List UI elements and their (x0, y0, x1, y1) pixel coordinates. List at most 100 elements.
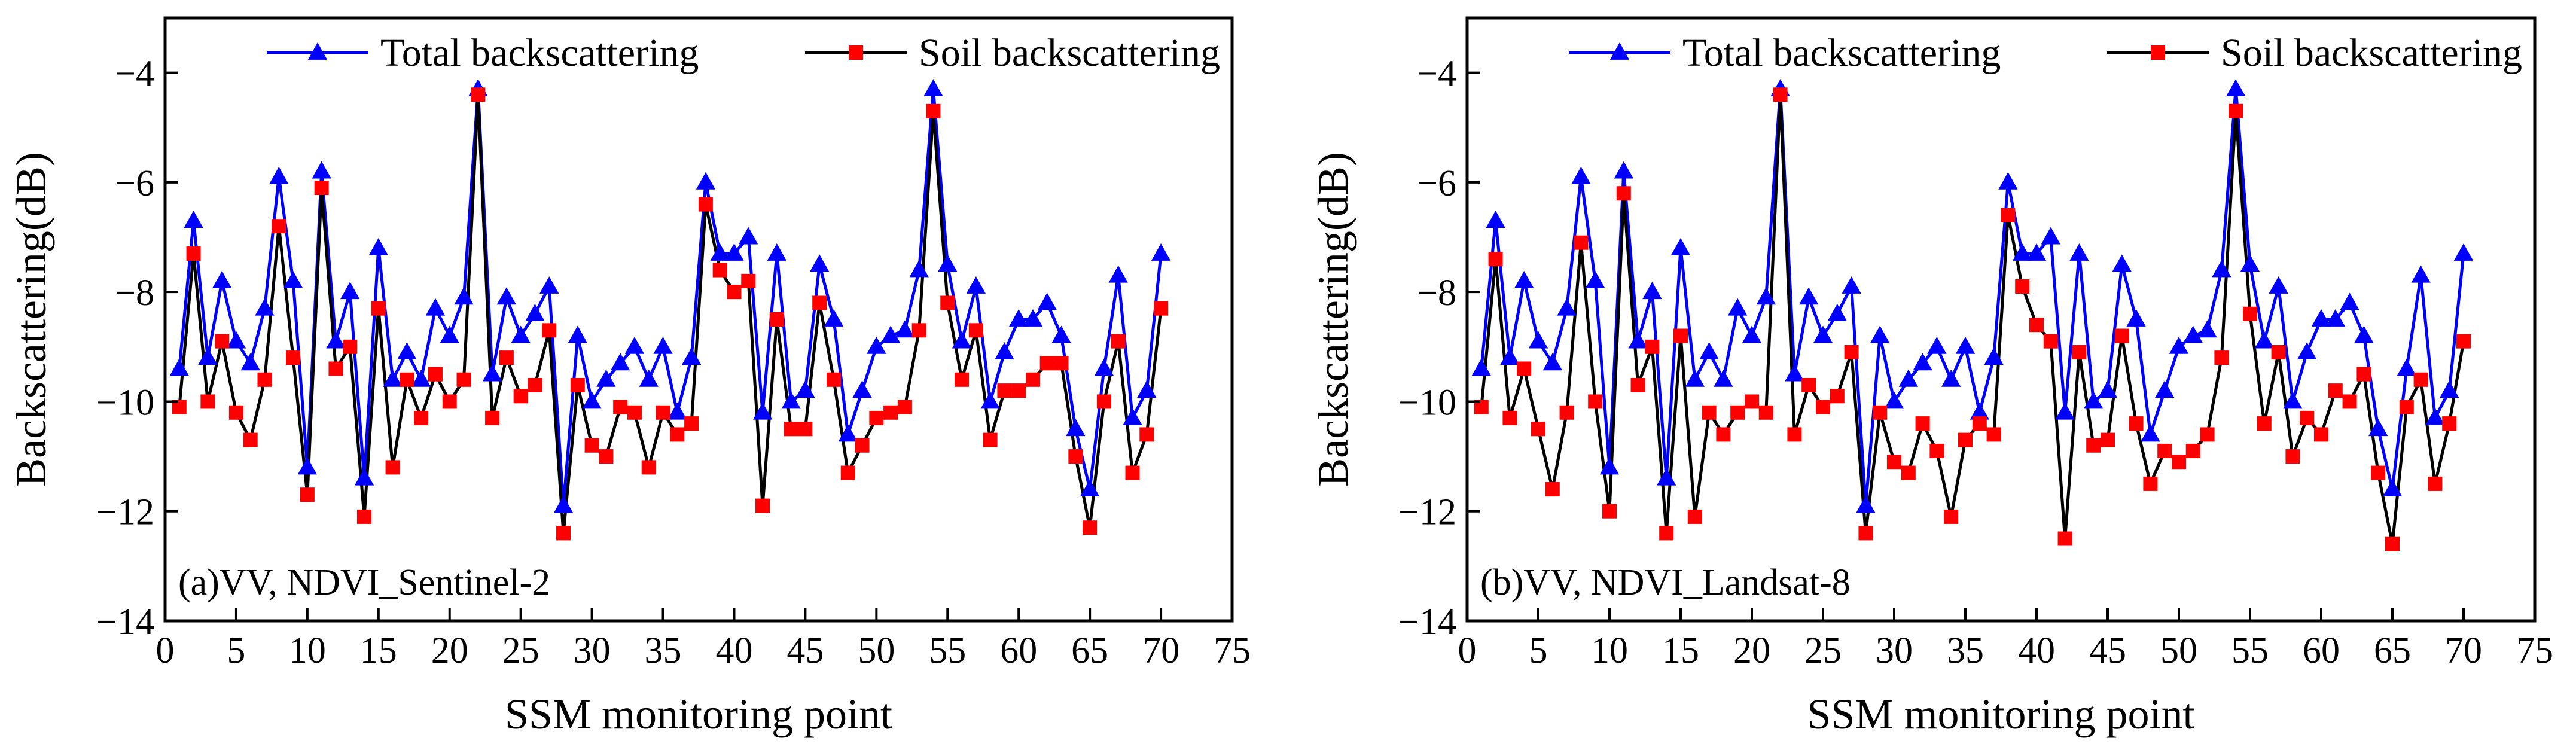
x-tick-label: 65 (1071, 630, 1108, 671)
total-backscattering-point (1514, 270, 1534, 288)
total-backscattering-point (440, 325, 459, 343)
x-tick-label: 40 (2018, 630, 2055, 671)
soil-backscattering-point (1816, 400, 1830, 414)
total-backscattering-point (2169, 336, 2189, 354)
total-backscattering-point (724, 243, 744, 261)
soil-backscattering-point (812, 295, 827, 310)
total-backscattering-point (326, 331, 346, 349)
total-backscattering-point (2425, 407, 2445, 425)
total-backscattering-point (1557, 298, 1577, 316)
total-backscattering-point (923, 79, 943, 97)
total-backscattering-point (1941, 369, 1961, 387)
total-backscattering-point (2340, 292, 2359, 310)
soil-backscattering-point (955, 372, 970, 387)
total-backscattering-point (2382, 479, 2403, 496)
total-backscattering-point (1500, 347, 1520, 365)
total-backscattering-point (368, 237, 388, 255)
soil-backscattering-point (855, 438, 870, 453)
soil-backscattering-point (1944, 509, 1959, 524)
y-tick-label: −6 (1417, 163, 1456, 204)
total-backscattering-point (1571, 166, 1591, 184)
x-tick-label: 75 (1214, 630, 1251, 671)
y-tick-label: −8 (115, 273, 154, 313)
soil-backscattering-point (1545, 482, 1560, 497)
soil-backscattering-point (983, 432, 998, 447)
x-tick-label: 30 (574, 630, 611, 671)
legend-marker-total (1609, 42, 1630, 60)
plot-frame (1465, 16, 2537, 623)
total-backscattering-point (1742, 325, 1762, 343)
total-backscattering-point (2112, 254, 2132, 272)
total-backscattering-point (2084, 391, 2104, 409)
legend-marker-soil (2151, 45, 2165, 60)
soil-backscattering-point (2114, 328, 2129, 343)
x-tick-label: 55 (2231, 630, 2269, 671)
total-backscattering-point (1066, 419, 1086, 437)
total-backscattering-point (1094, 358, 1114, 376)
soil-backscattering-point (499, 350, 514, 365)
total-backscattering-point (1955, 336, 1976, 354)
x-tick-label: 60 (1000, 630, 1037, 671)
soil-backscattering-point (1083, 520, 1098, 535)
y-axis-title: Backscattering(dB) (1309, 152, 1357, 487)
soil-backscattering-point (2043, 334, 2058, 349)
x-tick-label: 55 (929, 630, 966, 671)
total-backscattering-point (1599, 457, 1620, 475)
total-backscattering-point (2283, 391, 2303, 409)
total-backscattering-point (1913, 353, 1932, 371)
total-backscattering-point (1009, 309, 1029, 327)
soil-backscattering-point (1039, 356, 1054, 371)
total-backscattering-point (269, 166, 289, 184)
total-backscattering-point (2226, 79, 2246, 97)
x-tick-label: 25 (502, 630, 539, 671)
y-tick-label: −14 (96, 602, 154, 642)
y-tick-label: −4 (1417, 54, 1456, 94)
total-backscattering-point (752, 402, 773, 420)
soil-backscattering-point (1125, 465, 1140, 480)
total-backscattering-point (1799, 287, 1819, 305)
x-tick-label: 20 (431, 630, 468, 671)
y-tick-label: −10 (96, 382, 154, 423)
soil-backscattering-point (584, 438, 599, 453)
total-backscattering-point (2055, 402, 2075, 420)
series-layer (1471, 79, 2474, 551)
soil-backscattering-point (1929, 443, 1944, 458)
total-backscattering-point (639, 369, 659, 387)
total-backscattering-point (2254, 331, 2274, 349)
total-backscattering-point (496, 287, 517, 305)
soil-backscattering-point (798, 422, 813, 437)
total-backscattering-point (1137, 380, 1157, 398)
soil-backscattering-point (1602, 504, 1617, 519)
total-backscattering-point (1151, 243, 1171, 261)
x-tick-label: 50 (2160, 630, 2197, 671)
soil-backscattering-point (1011, 383, 1026, 398)
soil-backscattering-point (2285, 449, 2300, 464)
soil-backscattering-point (2229, 103, 2243, 118)
total-backscattering-point (482, 364, 502, 382)
total-backscattering-point (867, 336, 886, 354)
soil-backscattering-point (911, 323, 926, 338)
soil-backscattering-point (2257, 416, 2272, 431)
total-backscattering-point (596, 369, 616, 387)
soil-backscattering-point (940, 295, 955, 310)
total-backscattering-point (283, 270, 303, 288)
soil-backscattering-point (485, 410, 500, 425)
total-backscattering-point (525, 303, 545, 321)
total-backscattering-point (710, 243, 730, 261)
soil-backscattering-point (698, 197, 713, 212)
total-backscattering-point (1785, 364, 1804, 382)
soil-backscattering-point (286, 350, 301, 365)
ticks-layer: 0 5 10 15 20 25 30 35 40 45 50 55 60 65 70 75 −14 −12 −10 −… (1398, 54, 2553, 671)
soil-backscattering-point (1574, 235, 1589, 250)
total-backscattering-point (511, 325, 531, 343)
soil-backscattering-point (1111, 334, 1126, 349)
soil-backscattering-point (1616, 186, 1631, 201)
soil-backscattering-point (926, 103, 941, 118)
legend-label-soil: Soil backscattering (2221, 31, 2522, 75)
soil-backscattering-point (513, 389, 528, 404)
x-tick-label: 50 (858, 630, 895, 671)
total-backscattering-point (383, 369, 403, 387)
x-tick-label: 15 (1662, 630, 1699, 671)
total-backscattering-point (1756, 287, 1776, 305)
